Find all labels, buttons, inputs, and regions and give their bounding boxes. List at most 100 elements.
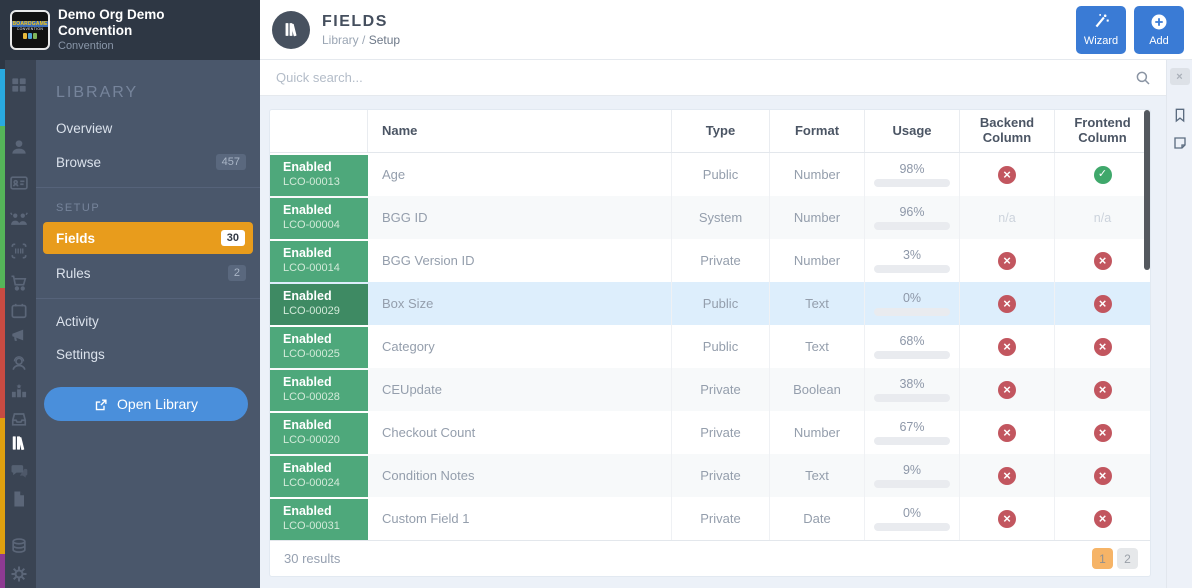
field-name: Custom Field 1 xyxy=(368,497,672,540)
gear-icon[interactable] xyxy=(7,562,31,586)
table-row[interactable]: Enabled LCO-00014 BGG Version ID Private… xyxy=(270,239,1150,282)
usage-cell: 9% xyxy=(865,454,960,497)
table-row[interactable]: Enabled LCO-00020 Checkout Count Private… xyxy=(270,411,1150,454)
fields-count-badge: 30 xyxy=(220,230,245,246)
table-row[interactable]: Enabled LCO-00004 BGG ID System Number 9… xyxy=(270,196,1150,239)
podium-icon[interactable] xyxy=(7,379,31,403)
status-badge-cell: Enabled LCO-00013 xyxy=(270,153,368,196)
calendar-icon[interactable] xyxy=(7,299,31,323)
sidebar-item-fields[interactable]: Fields 30 xyxy=(43,222,253,254)
sidebar-item-settings[interactable]: Settings xyxy=(56,347,105,362)
field-code: LCO-00025 xyxy=(283,347,340,360)
status-badge: Enabled LCO-00025 xyxy=(270,326,368,368)
column-header-format[interactable]: Format xyxy=(770,110,865,152)
usage-bar-track xyxy=(874,523,950,531)
table-row[interactable]: Enabled LCO-00029 Box Size Public Text 0… xyxy=(270,282,1150,325)
cart-icon[interactable] xyxy=(7,271,31,295)
table-scrollbar-thumb[interactable] xyxy=(1144,110,1150,270)
chat-bubbles-icon[interactable] xyxy=(7,459,31,483)
note-icon[interactable] xyxy=(1172,135,1188,151)
field-format: Date xyxy=(770,497,865,540)
status-badge: Enabled LCO-00013 xyxy=(270,154,368,196)
bookmark-icon[interactable] xyxy=(1172,107,1188,123)
x-icon: × xyxy=(1093,294,1112,313)
usage-cell: 96% xyxy=(865,196,960,239)
status-label: Enabled xyxy=(283,203,332,218)
wizard-button[interactable]: Wizard xyxy=(1076,5,1126,54)
field-format: Number xyxy=(770,411,865,454)
field-format: Number xyxy=(770,153,865,196)
backend-column-cell: n/a xyxy=(960,196,1055,239)
main-area: FIELDS Library / Setup Wizard Add xyxy=(260,0,1192,588)
status-badge: Enabled LCO-00004 xyxy=(270,197,368,239)
backend-column-cell: × xyxy=(960,325,1055,368)
support-agent-icon[interactable] xyxy=(7,351,31,375)
status-badge-cell: Enabled LCO-00020 xyxy=(270,411,368,454)
status-badge: Enabled LCO-00014 xyxy=(270,240,368,282)
sidebar-item-browse[interactable]: Browse 457 xyxy=(36,145,260,179)
status-badge-cell: Enabled LCO-00024 xyxy=(270,454,368,497)
browse-count-badge: 457 xyxy=(215,154,246,170)
usage-cell: 68% xyxy=(865,325,960,368)
x-icon: × xyxy=(1093,337,1112,356)
frontend-column-cell: × xyxy=(1055,411,1150,454)
close-panel-button[interactable]: × xyxy=(1169,68,1190,85)
column-header-name[interactable]: Name xyxy=(368,110,672,152)
sidebar-item-overview[interactable]: Overview xyxy=(56,121,113,136)
table-row[interactable]: Enabled LCO-00028 CEUpdate Private Boole… xyxy=(270,368,1150,411)
column-header-backend[interactable]: Backend Column xyxy=(960,110,1055,152)
field-name: Checkout Count xyxy=(368,411,672,454)
frontend-column-cell: × xyxy=(1055,368,1150,411)
page-button-1[interactable]: 1 xyxy=(1092,548,1113,569)
fields-table: Name Type Format Usage Backend Column Fr… xyxy=(270,110,1150,576)
usage-percent: 98% xyxy=(899,162,925,176)
usage-bar-track xyxy=(874,222,950,230)
sidebar-item-activity[interactable]: Activity xyxy=(56,314,99,329)
table-row[interactable]: Enabled LCO-00025 Category Public Text 6… xyxy=(270,325,1150,368)
org-logo[interactable]: BOARDGAME CONVENTION xyxy=(10,10,50,50)
add-button[interactable]: Add xyxy=(1134,5,1184,54)
table-body: Enabled LCO-00013 Age Public Number 98% … xyxy=(270,153,1150,540)
external-link-icon xyxy=(95,398,107,410)
status-badge-cell: Enabled LCO-00014 xyxy=(270,239,368,282)
open-library-button[interactable]: Open Library xyxy=(44,387,248,421)
x-icon: × xyxy=(998,251,1016,270)
column-header-frontend[interactable]: Frontend Column xyxy=(1074,115,1131,145)
megaphone-icon[interactable] xyxy=(7,323,31,347)
field-name: BGG Version ID xyxy=(368,239,672,282)
search-input[interactable] xyxy=(276,70,1134,85)
check-icon: ✓ xyxy=(1093,165,1112,184)
page-button-2[interactable]: 2 xyxy=(1117,548,1138,569)
x-icon: × xyxy=(1093,466,1112,485)
people-icon[interactable] xyxy=(7,207,31,231)
column-header-type[interactable]: Type xyxy=(672,110,770,152)
table-row[interactable]: Enabled LCO-00031 Custom Field 1 Private… xyxy=(270,497,1150,540)
table-row[interactable]: Enabled LCO-00024 Condition Notes Privat… xyxy=(270,454,1150,497)
dashboard-grid-icon[interactable] xyxy=(7,73,31,97)
inbox-tray-icon[interactable] xyxy=(7,407,31,431)
breadcrumb-library[interactable]: Library xyxy=(322,32,359,47)
field-name: CEUpdate xyxy=(368,368,672,411)
org-header: BOARDGAME CONVENTION Demo Org Demo Conve… xyxy=(0,0,260,60)
library-books-icon xyxy=(285,23,296,37)
coins-icon[interactable] xyxy=(7,534,31,558)
table-row[interactable]: Enabled LCO-00013 Age Public Number 98% … xyxy=(270,153,1150,196)
library-books-icon[interactable] xyxy=(7,431,31,455)
status-badge-cell: Enabled LCO-00031 xyxy=(270,497,368,540)
id-badge-icon[interactable] xyxy=(7,171,31,195)
barcode-scan-icon[interactable] xyxy=(7,239,31,263)
column-header-usage[interactable]: Usage xyxy=(865,110,960,152)
document-icon[interactable] xyxy=(7,487,31,511)
search-icon[interactable] xyxy=(1134,69,1152,87)
logo-game-pieces xyxy=(23,33,37,39)
backend-column-cell: × xyxy=(960,368,1055,411)
person-icon[interactable] xyxy=(7,135,31,159)
status-label: Enabled xyxy=(283,504,332,519)
x-icon: × xyxy=(998,466,1016,485)
status-badge-cell: Enabled LCO-00004 xyxy=(270,196,368,239)
status-label: Enabled xyxy=(283,418,332,433)
field-code: LCO-00004 xyxy=(283,218,340,231)
sidebar-item-rules[interactable]: Rules 2 xyxy=(36,256,260,290)
field-code: LCO-00013 xyxy=(283,175,340,188)
